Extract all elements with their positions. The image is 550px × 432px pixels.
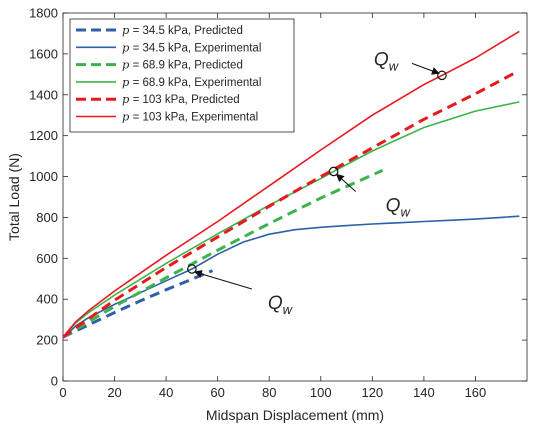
- y-tick-label-3: 600: [36, 251, 58, 266]
- legend: p = 34.5 kPa, Predicted p = 34.5 kPa, Exp…: [69, 18, 295, 133]
- series-layer: [62, 30, 520, 339]
- x-tick-label-0: 0: [59, 385, 66, 400]
- y-tick-label-1: 200: [36, 333, 58, 348]
- legend-entry-3: p = 68.9 kPa, Experimental: [122, 75, 261, 89]
- y-tick-label-6: 1200: [29, 128, 58, 143]
- y-axis-label: Total Load (N): [6, 153, 22, 241]
- legend-box: [69, 18, 295, 133]
- annotation-arrow-0: [411, 62, 440, 75]
- y-tick-label-2: 400: [36, 292, 58, 307]
- series-line-2: [62, 169, 384, 339]
- y-tick-label-4: 800: [36, 210, 58, 225]
- x-tick-label-2: 40: [159, 385, 173, 400]
- x-tick-label-1: 20: [107, 385, 121, 400]
- y-tick-label-0: 0: [51, 374, 58, 389]
- x-axis-label: Midspan Displacement (mm): [206, 407, 384, 423]
- x-tick-label-8: 160: [465, 385, 487, 400]
- x-tick-label-7: 140: [413, 385, 435, 400]
- axis-ticks: 0 20 40 60 80 100 120 140 1600200400600800100012…: [29, 6, 527, 400]
- x-tick-label-4: 80: [262, 385, 276, 400]
- annotation-marker-2: [187, 264, 197, 274]
- legend-entry-1: p = 34.5 kPa, Experimental: [122, 40, 261, 54]
- annotation-marker-0: [437, 70, 447, 81]
- x-tick-label-6: 120: [361, 385, 383, 400]
- y-tick-label-8: 1600: [29, 46, 58, 61]
- legend-entry-2: p = 68.9 kPa, Predicted: [122, 58, 243, 72]
- y-tick-label-9: 1800: [29, 6, 58, 21]
- annotation-arrow-2: [193, 270, 253, 290]
- annotation-marker-1: [328, 166, 339, 177]
- legend-entry-4: p = 103 kPa, Predicted: [122, 92, 240, 106]
- legend-entry-0: p = 34.5 kPa, Predicted: [122, 23, 243, 37]
- x-tick-label-5: 100: [310, 385, 332, 400]
- series-line-0: [62, 269, 214, 339]
- y-tick-label-7: 1400: [29, 87, 58, 102]
- series-line-4: [62, 71, 515, 339]
- x-tick-label-3: 60: [210, 385, 224, 400]
- y-tick-label-5: 1000: [29, 169, 58, 184]
- annotation-arrow-1: [335, 173, 357, 192]
- legend-entry-5: p = 103 kPa, Experimental: [122, 110, 258, 124]
- series-line-5: [62, 30, 520, 338]
